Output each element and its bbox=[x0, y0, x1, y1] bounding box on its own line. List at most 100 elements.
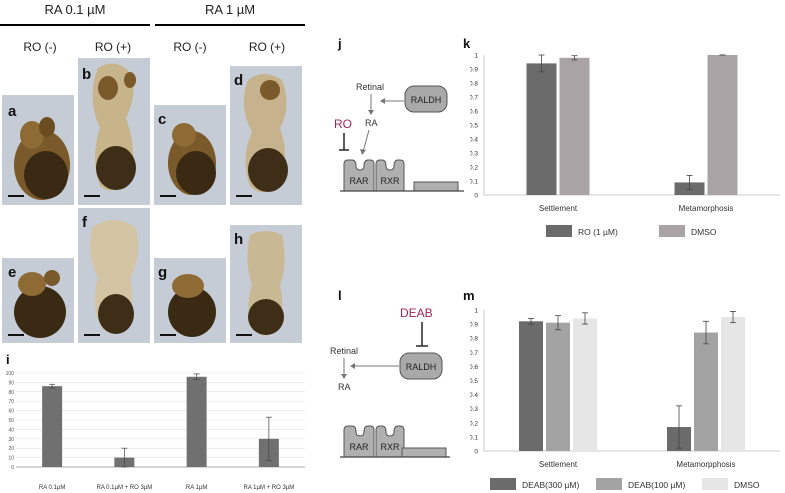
scale-bar bbox=[84, 334, 100, 336]
y-tick-label: 10 bbox=[8, 456, 14, 462]
y-tick-label: 0.9 bbox=[470, 67, 478, 74]
panel-letter-e: e bbox=[8, 264, 17, 281]
y-tick-label: 1 bbox=[474, 308, 478, 315]
y-tick-label: 0.4 bbox=[470, 392, 478, 399]
y-tick-label: 20 bbox=[8, 446, 14, 452]
rxr-receptor bbox=[375, 425, 405, 458]
ra-label: RA bbox=[338, 382, 351, 392]
x-tick-label: Metamorpphosis bbox=[676, 460, 735, 469]
x-tick-label: RA 1µM + RO 3µM bbox=[243, 485, 294, 491]
scale-bar bbox=[160, 195, 176, 197]
column-label-ro-neg-low: RO (-) bbox=[23, 40, 57, 54]
column-label-ro-neg-high: RO (-) bbox=[173, 40, 207, 54]
bar bbox=[573, 318, 597, 451]
raldh-box bbox=[399, 352, 443, 380]
y-tick-label: 0.2 bbox=[470, 420, 478, 427]
header-rule-low bbox=[0, 24, 150, 26]
legend-swatch bbox=[546, 225, 572, 237]
larva-illustration bbox=[92, 63, 136, 191]
panel-letter-k: k bbox=[463, 36, 471, 51]
retinal-to-ra-head bbox=[341, 374, 347, 379]
y-tick-label: 0.8 bbox=[470, 81, 478, 88]
panel-letter-j: j bbox=[338, 36, 342, 51]
rxr-label: RXR bbox=[380, 442, 400, 452]
y-tick-label: 0 bbox=[474, 449, 478, 456]
y-tick-label: 0.7 bbox=[470, 350, 478, 357]
inhibitor-label: RO bbox=[334, 117, 352, 131]
legend-label: DMSO bbox=[691, 227, 717, 237]
y-tick-label: 0 bbox=[474, 193, 478, 200]
response-element-box bbox=[401, 447, 447, 458]
raldh-arrow-head bbox=[380, 98, 385, 104]
y-tick-label: 0.6 bbox=[470, 364, 478, 371]
legend-swatch bbox=[490, 478, 516, 490]
photo-panel-c: c bbox=[154, 105, 226, 205]
ra-label: RA bbox=[365, 118, 378, 128]
column-label-ro-pos-high: RO (+) bbox=[248, 40, 286, 54]
bar bbox=[186, 376, 207, 467]
scale-bar bbox=[160, 334, 176, 336]
larva-illustration bbox=[247, 231, 285, 336]
ra-to-receptor-arrow bbox=[362, 129, 370, 153]
y-tick-label: 0.9 bbox=[470, 322, 478, 329]
column-label-ro-pos-low: RO (+) bbox=[94, 40, 132, 54]
bar bbox=[694, 332, 718, 451]
y-tick-label: 0.1 bbox=[470, 179, 478, 186]
raldh-label: RALDH bbox=[411, 95, 442, 105]
panel-letter-l: l bbox=[338, 288, 342, 303]
larva-illustration bbox=[243, 74, 288, 193]
photo-panel-h: h bbox=[230, 225, 302, 343]
bar bbox=[707, 55, 738, 195]
panel-letter-b: b bbox=[82, 66, 92, 83]
header-ra-high: RA 1 µM bbox=[204, 2, 256, 17]
raldh-box bbox=[404, 85, 448, 113]
rar-receptor bbox=[343, 159, 375, 192]
bar bbox=[526, 63, 557, 196]
photo-panel-f: f bbox=[78, 208, 150, 343]
y-tick-label: 70 bbox=[8, 399, 14, 405]
ra-to-receptor-head bbox=[360, 149, 366, 155]
y-tick-label: 30 bbox=[8, 437, 14, 443]
panel-letter-g: g bbox=[158, 264, 168, 281]
legend-label: DEAB(300 µM) bbox=[522, 480, 579, 490]
chart-i: 0 10 20 30 40 50 60 70 80 90 100 RA 0.1µM RA 0.1µM +… bbox=[6, 371, 305, 491]
legend-swatch bbox=[596, 478, 622, 490]
rar-receptor bbox=[343, 425, 375, 458]
larva-illustration bbox=[168, 123, 216, 195]
panel-letter-c: c bbox=[158, 111, 167, 128]
panel-letter-f: f bbox=[82, 214, 87, 231]
panel-letter-m: m bbox=[463, 288, 475, 303]
photo-panel-e: e bbox=[2, 258, 74, 343]
x-tick-label: Settlement bbox=[539, 204, 578, 213]
retinal-to-ra-head bbox=[368, 110, 374, 115]
y-tick-label: 0 bbox=[11, 465, 14, 471]
y-tick-label: 0.1 bbox=[470, 434, 478, 441]
bar bbox=[42, 386, 63, 467]
x-tick-label: RA 0.1µM bbox=[39, 485, 65, 491]
legend-label: DMSO bbox=[734, 480, 760, 490]
photo-panel-a: a bbox=[2, 95, 74, 205]
photo-panel-d: d bbox=[230, 66, 302, 205]
rar-label: RAR bbox=[349, 176, 369, 186]
header-rule-high bbox=[155, 24, 305, 26]
bar bbox=[519, 321, 543, 451]
larva-illustration bbox=[168, 274, 216, 337]
y-tick-label: 0.6 bbox=[470, 109, 478, 116]
scale-bar bbox=[8, 334, 24, 336]
y-tick-label: 60 bbox=[8, 409, 14, 415]
larva-illustration bbox=[90, 220, 138, 334]
header-ra-low: RA 0.1 µM bbox=[44, 2, 106, 17]
legend-swatch bbox=[702, 478, 728, 490]
photo-panel-g: g bbox=[154, 258, 226, 343]
scale-bar bbox=[236, 334, 252, 336]
y-tick-label: 100 bbox=[6, 371, 15, 377]
bar bbox=[546, 322, 570, 451]
photo-panel-b: b bbox=[78, 58, 150, 205]
x-tick-label: RA 0.1µM + RO 3µM bbox=[96, 485, 152, 491]
rxr-receptor bbox=[375, 159, 405, 192]
retinal-label: Retinal bbox=[330, 346, 358, 356]
panel-letter-d: d bbox=[234, 72, 244, 89]
chart-k: 0 0.1 0.2 0.3 0.4 0.5 0.6 0.7 0.8 0.9 1 Settlement M… bbox=[470, 53, 780, 237]
larva-illustration bbox=[14, 270, 66, 338]
panel-letter-i: i bbox=[6, 352, 10, 367]
